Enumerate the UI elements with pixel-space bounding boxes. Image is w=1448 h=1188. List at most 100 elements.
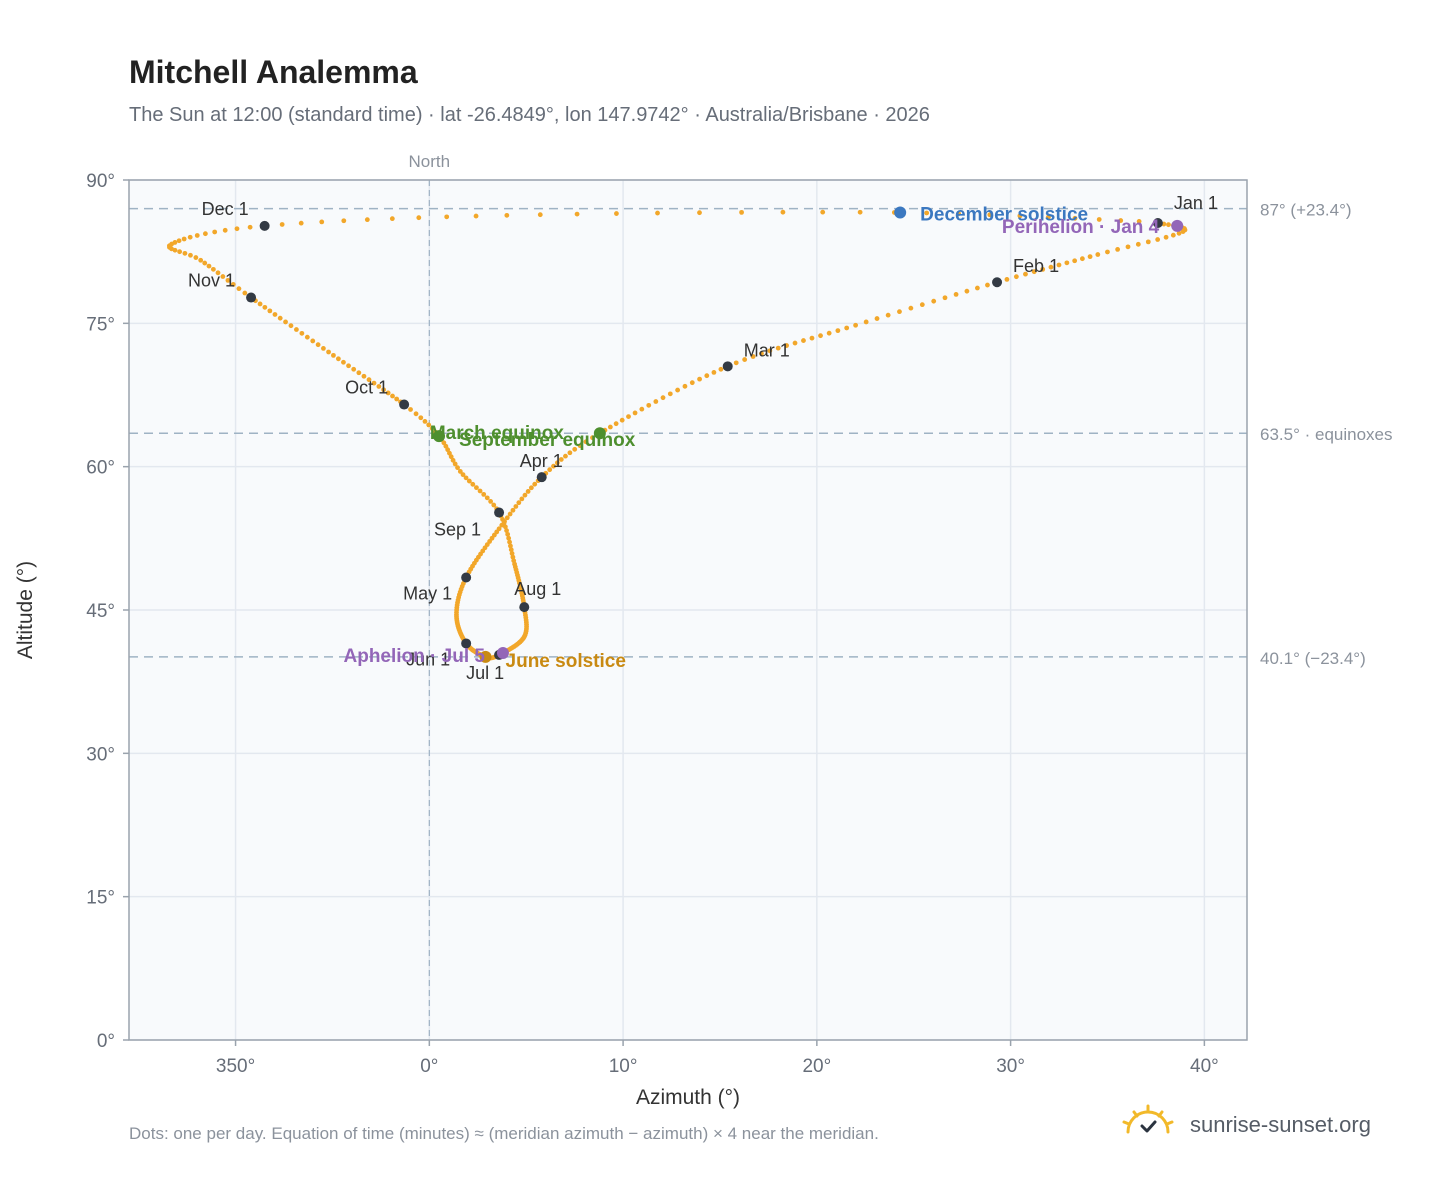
day-dot — [956, 211, 962, 217]
day-dot — [466, 478, 472, 484]
day-dot — [675, 387, 681, 393]
event-marker — [496, 647, 509, 659]
day-dot — [491, 502, 497, 508]
day-dot — [1096, 217, 1102, 222]
day-dot — [470, 481, 476, 487]
day-dot — [1136, 219, 1142, 224]
y-tick-label: 30° — [86, 744, 115, 765]
day-dot — [230, 282, 236, 287]
day-dot — [210, 266, 216, 272]
day-dot — [519, 496, 525, 502]
day-dot — [607, 424, 613, 430]
reference-lines: 87° (+23.4°) 63.5° · equinoxes 40.1° (−23.… — [129, 201, 1393, 668]
y-axis-ticks: 0° 15° 30° 45° 60° 75° 90° — [86, 171, 129, 1052]
day-dot — [655, 210, 660, 216]
day-dot — [455, 465, 460, 471]
month-marker — [494, 507, 505, 518]
day-dot — [516, 500, 522, 506]
day-dot — [346, 363, 351, 369]
day-dot — [567, 450, 573, 456]
day-dot — [809, 335, 815, 341]
month-marker — [536, 472, 547, 483]
day-dot — [416, 215, 422, 221]
day-dot — [718, 366, 724, 372]
x-tick-label: 0° — [420, 1056, 438, 1077]
day-dot — [835, 328, 841, 334]
day-dot — [897, 309, 902, 315]
day-dot — [356, 370, 362, 376]
day-dot — [987, 212, 993, 218]
day-dot — [554, 460, 560, 466]
day-dot — [689, 380, 695, 386]
month-marker — [992, 277, 1003, 288]
day-dot — [583, 439, 589, 445]
day-dot — [182, 250, 188, 256]
event-marker — [433, 430, 446, 443]
month-label: May 1 — [403, 584, 452, 604]
day-dot — [176, 238, 182, 244]
day-dot — [460, 472, 466, 478]
day-dot — [215, 270, 221, 276]
day-dot — [801, 338, 806, 343]
day-dot — [335, 356, 341, 362]
day-dot — [885, 312, 891, 318]
day-dot — [242, 290, 248, 296]
event-marker — [1171, 219, 1184, 232]
day-dot — [413, 411, 419, 417]
day-dot — [236, 286, 242, 292]
month-label: Apr 1 — [520, 451, 563, 471]
day-dot — [528, 485, 534, 491]
day-dot — [1105, 249, 1110, 255]
day-dot — [488, 498, 494, 504]
event-label: December solstice — [920, 204, 1088, 225]
day-dot — [1056, 262, 1062, 268]
day-dot — [508, 543, 513, 549]
day-dot — [1064, 260, 1070, 266]
day-dot — [919, 302, 925, 308]
day-dot — [660, 395, 666, 401]
day-dot — [172, 240, 178, 245]
y-tick-label: 75° — [86, 314, 115, 335]
event-label: September equinox — [459, 430, 636, 451]
sun-logo-icon — [1122, 1104, 1174, 1134]
day-dot — [481, 491, 487, 497]
x-axis-ticks: 350° 0° 10° 20° 30° 40° — [216, 1040, 1219, 1077]
day-dot — [351, 366, 357, 372]
month-label: Nov 1 — [188, 271, 235, 291]
day-dot — [1079, 256, 1085, 262]
brand[interactable]: sunrise-sunset.org — [1120, 1102, 1390, 1146]
day-dot — [632, 410, 638, 416]
day-dot — [212, 229, 218, 235]
footnote: Dots: one per day. Equation of time (min… — [129, 1124, 879, 1143]
day-dot — [1180, 229, 1186, 235]
day-dot — [626, 414, 631, 419]
day-dot — [697, 210, 702, 216]
day-dot — [924, 210, 930, 216]
day-dot — [953, 292, 959, 297]
day-dot — [697, 376, 702, 382]
day-dot — [1048, 264, 1054, 270]
day-dot — [1155, 237, 1161, 242]
x-tick-label: 10° — [609, 1056, 638, 1077]
day-dot — [474, 485, 479, 491]
day-dot — [364, 217, 370, 223]
day-dot — [381, 387, 386, 393]
day-dot — [964, 288, 970, 294]
day-dot — [304, 334, 310, 340]
day-dot — [444, 214, 450, 220]
day-dot — [361, 373, 367, 379]
day-dot — [222, 227, 228, 233]
day-dot — [202, 260, 208, 266]
day-dot — [551, 463, 556, 469]
chart-subtitle: The Sun at 12:00 (standard time) · lat -… — [129, 104, 930, 126]
day-dot — [1040, 266, 1046, 272]
month-label: Jun 1 — [406, 649, 450, 669]
day-dot — [366, 377, 372, 383]
day-dot — [792, 340, 798, 346]
day-dot — [974, 285, 980, 291]
event-label: Aphelion · Jul 5 — [344, 646, 486, 667]
day-dot — [463, 475, 469, 481]
day-dot — [198, 257, 204, 263]
day-dot — [510, 507, 516, 513]
